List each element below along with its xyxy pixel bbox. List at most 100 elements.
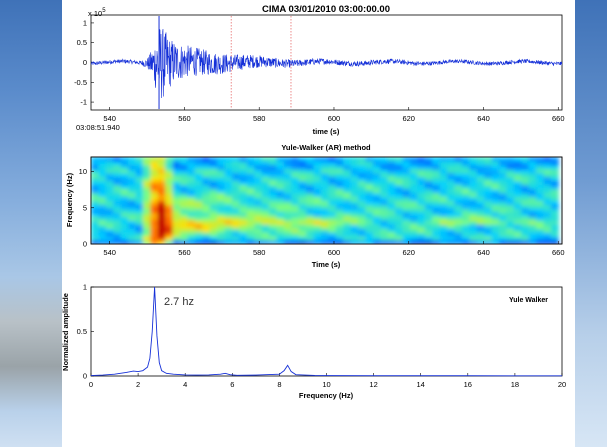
- spectrogram-cell: [528, 220, 537, 225]
- spectrogram-cell: [469, 180, 478, 186]
- background-right-image: [575, 0, 607, 447]
- spectrogram-cell: [142, 164, 151, 170]
- spectrogram-cell: [521, 240, 530, 244]
- spectrogram-cell: [239, 176, 248, 182]
- spectrogram-cell: [424, 188, 433, 194]
- spectrogram-cell: [202, 228, 211, 233]
- spectrogram-cell: [469, 192, 478, 198]
- spectrogram-cell: [506, 240, 515, 244]
- spectrogram-cell: [402, 204, 411, 209]
- spectrogram-cell: [187, 208, 196, 213]
- spectrogram-cell: [113, 232, 122, 237]
- spectrogram-cell: [417, 204, 426, 209]
- spectrogram-cell: [476, 184, 485, 190]
- spectrogram-cell: [313, 208, 322, 213]
- spectrogram-cell: [120, 188, 129, 194]
- spectrogram-cell: [165, 157, 174, 162]
- spectrogram-cell: [343, 212, 352, 217]
- spectrogram-x-tick-label: 540: [103, 248, 116, 257]
- spectrogram-cell: [528, 208, 537, 213]
- spectrogram-cell: [498, 236, 507, 241]
- spectrogram-cell: [409, 212, 418, 217]
- spectrogram-cell: [380, 220, 389, 225]
- spectrogram-cell: [209, 224, 218, 229]
- spectrogram-cell: [358, 236, 366, 241]
- spectrogram-cell: [113, 196, 122, 201]
- spectrogram-cell: [461, 212, 470, 217]
- spectrogram-cell: [365, 224, 374, 229]
- spectrogram-cell: [128, 212, 136, 217]
- spectrogram-cell: [498, 200, 507, 205]
- spectrogram-cell: [528, 168, 537, 174]
- spectrogram-cell: [335, 196, 344, 201]
- seismogram-y-tick-label: 0.5: [77, 38, 87, 47]
- spectrogram-cell: [113, 204, 122, 209]
- spectrogram-cell: [476, 224, 485, 229]
- spectrogram-cell: [276, 220, 285, 225]
- spectrum-x-tick-label: 0: [89, 380, 93, 389]
- spectrogram-cell: [528, 157, 537, 162]
- spectrogram-cell: [491, 184, 500, 190]
- spectrogram-cell: [150, 160, 159, 166]
- spectrum-x-tick-label: 2: [136, 380, 140, 389]
- spectrogram-cell: [120, 232, 129, 237]
- spectrogram-cell: [180, 228, 188, 233]
- spectrogram-cell: [187, 200, 196, 205]
- spectrogram-cell: [409, 228, 418, 233]
- spectrogram-cell: [409, 188, 418, 194]
- spectrogram-cell: [142, 168, 151, 174]
- spectrogram-cell: [335, 157, 344, 162]
- spectrogram-cell: [313, 228, 322, 233]
- spectrogram-cell: [98, 160, 107, 166]
- spectrogram-cell: [454, 196, 463, 201]
- spectrogram-cell: [172, 236, 181, 241]
- spectrogram-cell: [365, 160, 374, 166]
- spectrogram-cell: [343, 208, 352, 213]
- spectrogram-cell: [343, 176, 352, 182]
- spectrogram-cell: [224, 240, 233, 244]
- spectrogram-cell: [395, 188, 404, 194]
- spectrogram-cell: [380, 224, 389, 229]
- spectrogram-cell: [402, 240, 411, 244]
- spectrogram-cell: [194, 240, 203, 244]
- spectrogram-x-tick-label: 620: [402, 248, 415, 257]
- spectrogram-cell: [439, 172, 448, 178]
- spectrogram-cell: [224, 160, 233, 166]
- spectrogram-cell: [484, 216, 493, 221]
- spectrogram-cell: [187, 220, 196, 225]
- spectrogram-cell: [105, 180, 114, 186]
- spectrogram-cell: [246, 164, 255, 170]
- spectrogram-cell: [113, 240, 122, 244]
- spectrogram-cell: [343, 196, 352, 201]
- spectrogram-cell: [180, 164, 188, 170]
- spectrogram-cell: [350, 232, 359, 237]
- spectrogram-cell: [313, 232, 322, 237]
- spectrogram-cell: [461, 232, 470, 237]
- spectrogram-cell: [231, 204, 240, 209]
- spectrogram-cell: [298, 164, 307, 170]
- spectrogram-cell: [550, 240, 559, 244]
- spectrogram-cell: [261, 228, 270, 233]
- spectrogram-cell: [187, 232, 196, 237]
- spectrogram-cell: [439, 224, 448, 229]
- spectrogram-cell: [424, 216, 433, 221]
- spectrogram-cell: [380, 240, 389, 244]
- spectrogram-cell: [343, 240, 352, 244]
- spectrogram-cell: [276, 236, 285, 241]
- spectrogram-cell: [150, 180, 159, 186]
- spectrogram-cell: [543, 160, 552, 166]
- spectrogram-cell: [521, 172, 530, 178]
- spectrogram-cell: [128, 160, 136, 166]
- spectrogram-cell: [484, 224, 493, 229]
- spectrogram-cell: [298, 224, 307, 229]
- spectrogram-cell: [513, 157, 522, 162]
- spectrogram-cell: [380, 172, 389, 178]
- spectrogram-cell: [113, 164, 122, 170]
- spectrogram-cell: [269, 232, 277, 237]
- spectrogram-cell: [194, 184, 203, 190]
- spectrogram-cell: [461, 184, 470, 190]
- spectrogram-x-tick-label: 580: [253, 248, 266, 257]
- spectrogram-cell: [484, 180, 493, 186]
- spectrogram-cell: [476, 240, 485, 244]
- spectrogram-cell: [439, 180, 448, 186]
